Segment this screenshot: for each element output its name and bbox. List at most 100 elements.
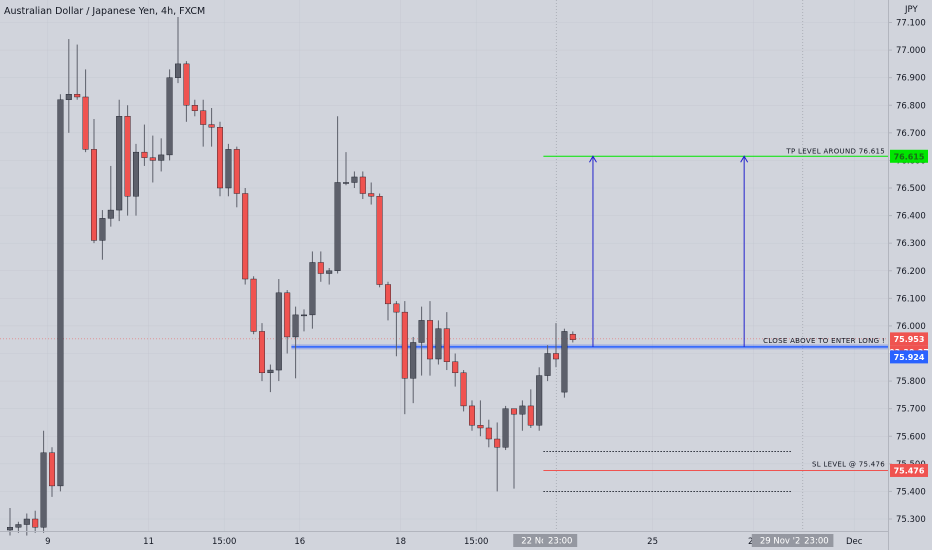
- candle: [158, 138, 165, 172]
- last-price-tag-box: [890, 332, 928, 346]
- price-tick-label: 76.100: [896, 294, 926, 304]
- candle-body: [242, 193, 249, 280]
- candle: [40, 430, 47, 533]
- candle: [410, 336, 417, 404]
- entry-price-tag-label: 75.924: [894, 353, 925, 362]
- candle-body: [57, 99, 64, 487]
- sl-price-tag-box: [890, 463, 928, 477]
- candle-body: [32, 518, 39, 528]
- candle-body: [494, 438, 501, 448]
- candle-body: [544, 353, 551, 376]
- candle-body: [418, 320, 425, 343]
- candle: [502, 405, 509, 451]
- entry-level-label: CLOSE ABOVE TO ENTER LONG !: [763, 337, 885, 345]
- tp-level-label: TP LEVEL AROUND 76.615: [785, 147, 885, 155]
- candle: [359, 171, 366, 200]
- candle: [107, 165, 114, 227]
- candle-body: [267, 369, 274, 374]
- candle-body: [124, 116, 131, 197]
- currency-label: JPY: [904, 5, 918, 15]
- price-tick-label: 75.600: [896, 432, 926, 442]
- candle-body: [460, 372, 467, 407]
- candle-body: [149, 157, 156, 161]
- time-cursor-box: [751, 534, 814, 547]
- candle-body: [385, 284, 392, 305]
- candle-body: [200, 110, 207, 125]
- candle: [511, 408, 518, 489]
- candle-body: [107, 209, 114, 219]
- candle-body: [469, 405, 476, 426]
- candle: [116, 99, 123, 222]
- price-tick-label: 76.300: [896, 239, 926, 249]
- candle-body: [90, 149, 97, 241]
- candle: [166, 69, 173, 161]
- candle-body: [82, 96, 89, 150]
- candle-body: [410, 342, 417, 379]
- candles: [6, 16, 576, 536]
- candle: [74, 44, 81, 100]
- time-cursor-box: [799, 534, 834, 547]
- candle: [82, 69, 89, 153]
- candle-body: [116, 116, 123, 211]
- candle: [519, 400, 526, 431]
- candle-body: [216, 127, 223, 189]
- level-lines: TP LEVEL AROUND 76.615 CLOSE ABOVE TO ENT…: [291, 147, 888, 492]
- sl-price-tag-label: 75.476: [894, 466, 925, 475]
- candle: [385, 281, 392, 321]
- candle-body: [393, 303, 400, 313]
- candle: [32, 510, 39, 533]
- candle-body: [376, 196, 383, 285]
- candle: [553, 323, 560, 368]
- candle: [485, 419, 492, 448]
- candle-body: [309, 262, 316, 316]
- candle-body: [519, 405, 526, 415]
- price-tick-label: 77.000: [896, 46, 926, 56]
- candle-body: [284, 292, 291, 338]
- candle-body: [435, 328, 442, 360]
- price-tick-label: 75.400: [896, 487, 926, 497]
- candle: [141, 124, 148, 166]
- candle-body: [326, 270, 333, 274]
- candle-body: [502, 408, 509, 448]
- tp-arrow: [589, 155, 597, 347]
- candle-body: [301, 314, 308, 317]
- tp-price-tag-box: [890, 149, 928, 163]
- candle-body: [569, 333, 576, 340]
- candle-body: [443, 328, 450, 362]
- chart-title: Australian Dollar / Japanese Yen, 4h, FX…: [4, 6, 205, 17]
- candle: [250, 276, 257, 335]
- candle-body: [275, 292, 282, 371]
- candle: [544, 345, 551, 382]
- tp-price-tag-label: 76.615: [894, 152, 925, 161]
- candle: [418, 306, 425, 376]
- candle-body: [527, 405, 534, 426]
- candle-body: [351, 176, 358, 183]
- candle-body: [536, 375, 543, 426]
- time-tick-label: 18: [395, 537, 406, 547]
- sl-level-label: SL LEVEL @ 75.476: [812, 460, 885, 468]
- candle-body: [368, 193, 375, 197]
- candle: [191, 99, 198, 117]
- candle-body: [233, 149, 240, 194]
- candle-body: [292, 314, 299, 338]
- candle: [6, 507, 13, 536]
- candle: [233, 146, 240, 208]
- price-tick-label: 76.800: [896, 101, 926, 111]
- candle-body: [49, 452, 56, 487]
- candle: [569, 331, 576, 343]
- candle: [460, 370, 467, 412]
- candle: [309, 251, 316, 329]
- candle: [435, 320, 442, 365]
- candle: [49, 447, 56, 497]
- time-tick-label: 16: [294, 537, 305, 547]
- price-tick-label: 77.100: [896, 19, 926, 29]
- time-tick-label: Dec: [846, 537, 863, 547]
- candle-body: [208, 124, 215, 128]
- candle-body: [74, 94, 81, 98]
- candle-body: [401, 311, 408, 379]
- candle-body: [132, 151, 139, 197]
